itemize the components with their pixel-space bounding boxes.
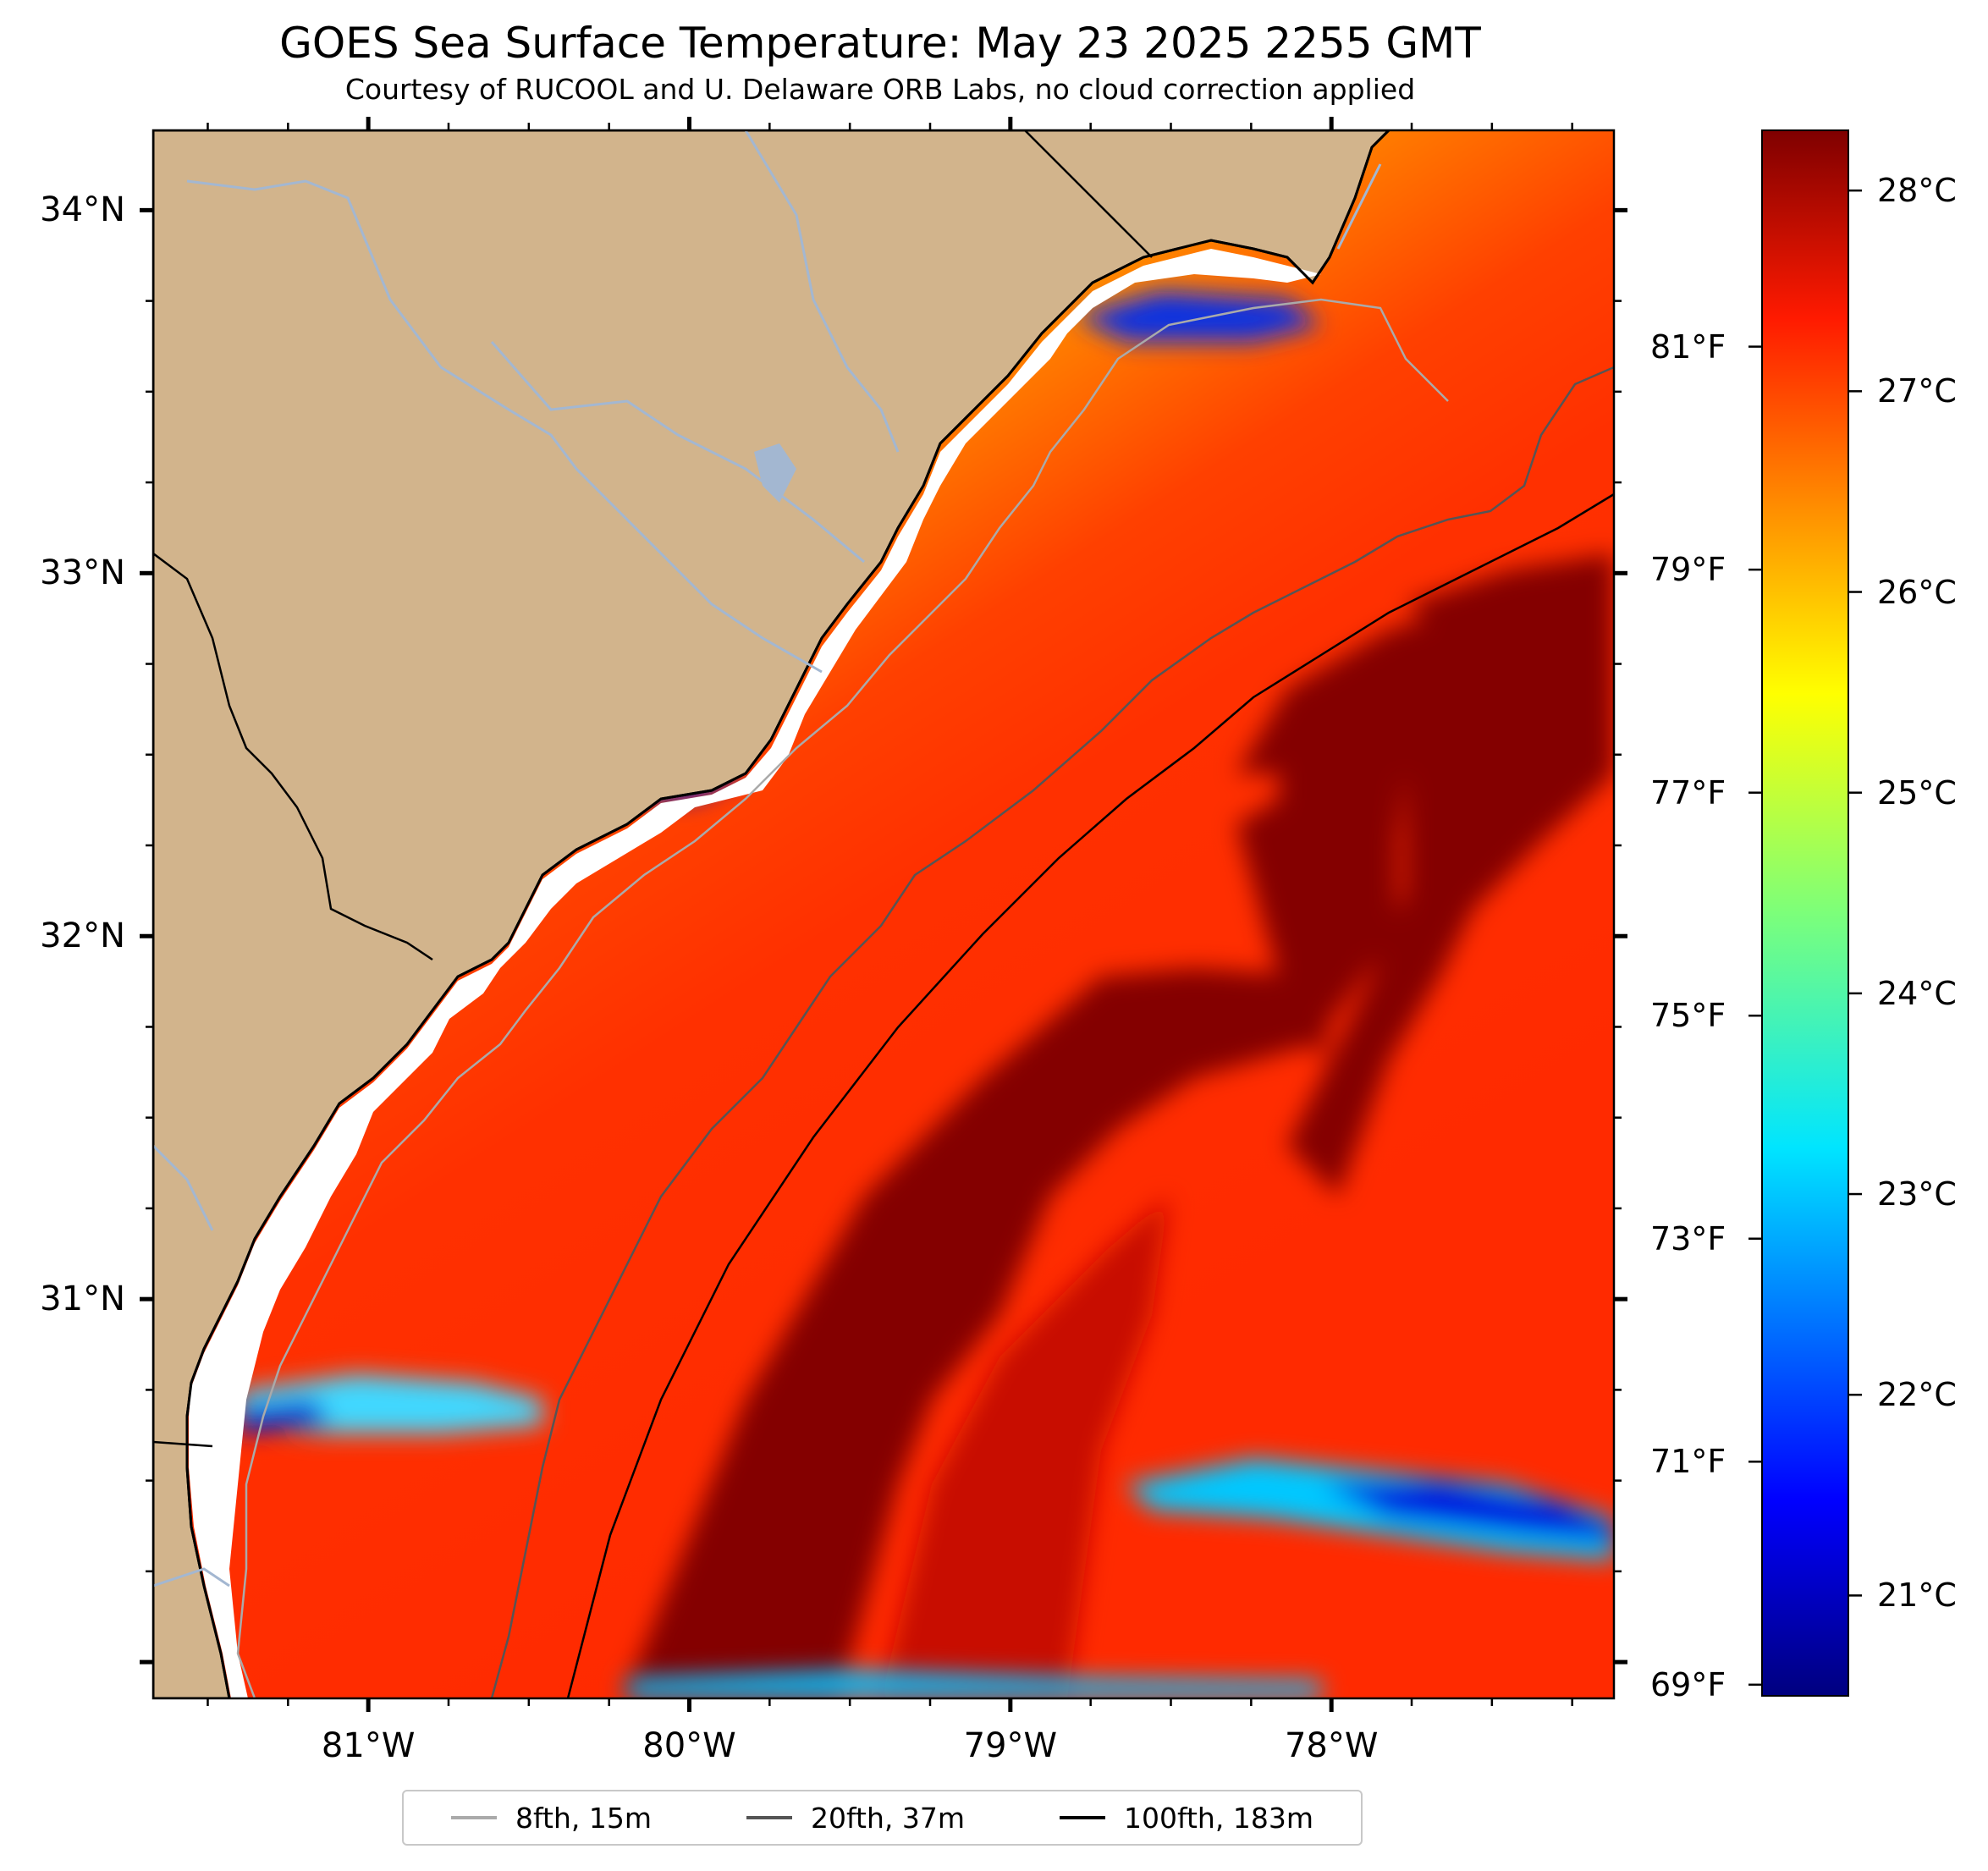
fahrenheit-label: 77°F bbox=[1650, 774, 1777, 812]
celsius-label: 22°C bbox=[1877, 1376, 1987, 1413]
celsius-label: 25°C bbox=[1877, 774, 1987, 812]
lat-label: 34°N bbox=[0, 190, 125, 229]
legend-swatch-20fth bbox=[746, 1816, 792, 1819]
lon-label: 80°W bbox=[604, 1726, 774, 1765]
fahrenheit-label: 75°F bbox=[1650, 997, 1777, 1034]
celsius-label: 28°C bbox=[1877, 172, 1987, 209]
celsius-label: 23°C bbox=[1877, 1175, 1987, 1213]
lat-label: 32°N bbox=[0, 916, 125, 955]
celsius-label: 26°C bbox=[1877, 574, 1987, 611]
isobath-legend: 8fth, 15m 20fth, 37m 100fth, 183m bbox=[402, 1790, 1363, 1846]
legend-label-100fth: 100fth, 183m bbox=[1124, 1802, 1313, 1835]
fahrenheit-label: 79°F bbox=[1650, 551, 1777, 588]
celsius-label: 24°C bbox=[1877, 975, 1987, 1012]
legend-swatch-8fth bbox=[451, 1816, 497, 1819]
fahrenheit-label: 73°F bbox=[1650, 1220, 1777, 1257]
lon-label: 79°W bbox=[926, 1726, 1095, 1765]
legend-item-20fth: 20fth, 37m bbox=[746, 1802, 965, 1835]
lon-label: 78°W bbox=[1247, 1726, 1416, 1765]
fahrenheit-label: 69°F bbox=[1650, 1666, 1777, 1703]
lat-label: 33°N bbox=[0, 553, 125, 592]
legend-item-100fth: 100fth, 183m bbox=[1060, 1802, 1313, 1835]
fahrenheit-label: 81°F bbox=[1650, 328, 1777, 366]
legend-label-20fth: 20fth, 37m bbox=[811, 1802, 965, 1835]
celsius-label: 27°C bbox=[1877, 372, 1987, 410]
celsius-label: 21°C bbox=[1877, 1577, 1987, 1614]
legend-swatch-100fth bbox=[1060, 1816, 1105, 1819]
fahrenheit-label: 71°F bbox=[1650, 1443, 1777, 1480]
legend-label-8fth: 8fth, 15m bbox=[515, 1802, 652, 1835]
lat-label: 31°N bbox=[0, 1279, 125, 1318]
legend-item-8fth: 8fth, 15m bbox=[451, 1802, 652, 1835]
lon-label: 81°W bbox=[284, 1726, 453, 1765]
